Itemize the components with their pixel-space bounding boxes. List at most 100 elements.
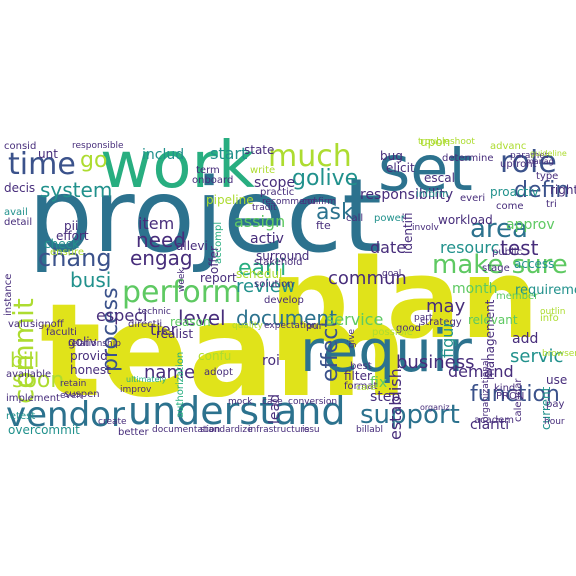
word-improv: improv [120,385,152,395]
word-access: access [514,257,555,271]
word-suspen: suspen [64,389,100,400]
word-part: part [414,313,433,323]
word-term: term [196,165,220,176]
word-pii: pii [64,219,79,233]
word-use: use [546,373,568,387]
word-academ: academ [474,415,514,426]
word-requir: requir [300,317,472,385]
word-call: call [346,213,364,224]
word-engag: engag [130,246,193,270]
word-servic: servic [510,346,564,367]
word-public: public [492,247,523,258]
word-good: good [396,323,421,334]
word-month: month [452,281,498,297]
word-expectation: expectation [264,321,318,331]
word-make-sure: make sure [432,250,568,280]
word-guideline: guideline [530,149,567,158]
word-consid: consid [4,141,37,152]
word-approv: approv [506,217,555,233]
word-understand: understand [128,389,346,433]
word-kind: kind [494,383,516,394]
word-hour: hour [544,417,565,427]
word-possible: possible [372,327,413,338]
word-browser: browser [542,349,576,359]
word-step: step [370,389,401,405]
word-right: right [550,183,576,197]
word-bill: bill [10,348,40,372]
word-implement: implement [6,393,60,404]
word-develop: develop [264,295,304,306]
word-standardize: standardize [200,425,253,435]
word-allevi: allevi [176,239,208,253]
word-billabl: billabl [356,425,383,435]
word-go: go [80,148,108,173]
word-project: project [28,157,383,276]
word-instance: instance [3,273,14,316]
word-responsibility: responsibility [360,187,454,203]
word-reason: reason [170,315,211,329]
word-workload: workload [438,213,493,227]
word-care: care [356,383,376,393]
word-confu: confu [198,349,232,363]
word-time: time [8,147,76,182]
word-overcommit: overcommit [8,423,80,437]
word-inform: inform [416,189,449,200]
word-surround: surround [256,249,310,263]
word-unt: unt [38,147,58,161]
word-bug: bug [380,149,403,163]
word-realist: realist [156,327,194,341]
word-date: date [370,238,407,257]
word-vendor: vendor [6,395,125,435]
word-advanc: advanc [490,141,527,152]
word-recommend: recommend [262,197,316,207]
word-format: format [344,381,378,392]
word-defin: defin [514,178,570,203]
word-confirm: confirm [302,197,337,207]
word-tri: tri [546,199,557,210]
word-upon: upon [420,136,451,149]
word-ultimately: ultimately [126,375,167,384]
word-scope: scope [254,175,296,191]
word-soon: soon [12,368,65,393]
word-even: even [60,391,83,401]
word-retain: retain [60,379,87,389]
word-proactiv: proactiv [490,185,539,199]
word-level: level [178,306,226,330]
word-adopt: adopt [204,367,233,378]
word-set: set [378,136,473,205]
word-retest: retest [6,411,36,422]
word-service: service [326,310,384,329]
word-requirement: requirement [515,283,576,298]
word-role: role [500,145,557,180]
word-review: review [236,276,296,297]
word-responsible: responsible [72,141,124,151]
word-system: system [40,178,113,202]
word-team: team [40,277,408,426]
word-directli: directli [128,319,163,330]
word-authorization: authorization [175,351,186,418]
word-case: case [262,397,283,407]
word-item: item [138,214,175,233]
word-resourc: resourc [440,238,500,257]
word-week: week [177,268,187,292]
word-test: test [500,236,539,260]
word-tradit: tradit [252,203,277,213]
word-earli: earli [238,256,287,281]
word-ensure: ensure [50,247,85,258]
word-conversion: conversion [288,397,338,407]
word-solution: solution [254,279,294,290]
word-calendar: calendar [513,378,524,422]
word-add: add [512,331,539,347]
word-valu: valu [8,319,30,330]
word-best: best [350,361,372,372]
word-quality: quality [232,321,263,331]
word-manag: manag [526,157,554,166]
word-decis: decis [4,181,36,195]
word-pron: PRON [496,391,525,402]
word-organiz: organiz [420,403,450,412]
word-elicit: elicit [386,161,415,175]
word-better: better [118,427,149,438]
word-faculti: faculti [46,327,77,338]
word-upfront: upfront [500,159,537,170]
